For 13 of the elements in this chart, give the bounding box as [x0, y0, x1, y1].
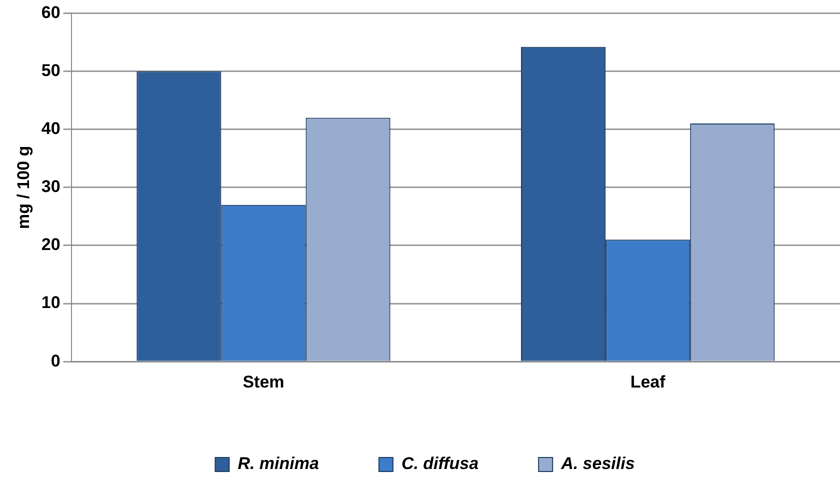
legend-label: A. sesilis	[560, 454, 635, 474]
legend-label: R. minima	[238, 454, 319, 474]
x-tick-label: Stem	[242, 372, 284, 392]
y-tick-label: 60	[41, 2, 60, 22]
x-tick-label: Leaf	[630, 372, 666, 392]
legend-label: C. diffusa	[401, 454, 479, 474]
y-tick-label: 40	[41, 119, 60, 138]
y-tick-label: 10	[41, 293, 60, 312]
y-tick-label: 30	[41, 177, 60, 196]
y-tick-label: 50	[41, 60, 60, 80]
y-tick-label: 20	[41, 235, 60, 254]
y-tick-label: 0	[50, 351, 60, 370]
y-axis-title: mg / 100 g	[14, 146, 33, 229]
